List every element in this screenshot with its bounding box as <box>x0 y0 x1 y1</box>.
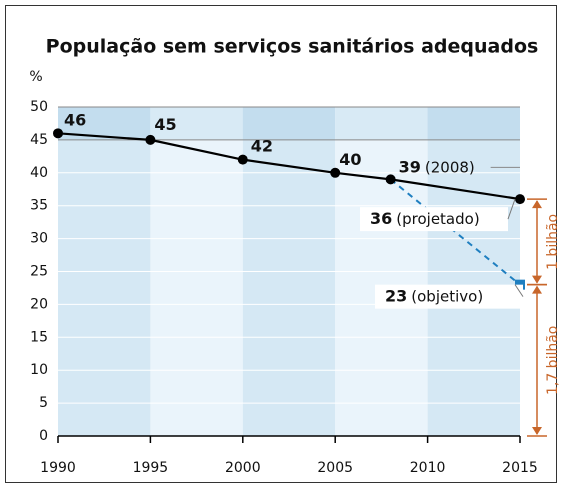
data-label-value: 45 <box>154 114 176 133</box>
y-tick-label: 30 <box>30 231 48 247</box>
data-label-value: 42 <box>251 136 273 155</box>
band-top <box>427 107 520 140</box>
data-label-value: 36 <box>370 209 392 228</box>
series-line <box>390 178 521 286</box>
data-label-value: 40 <box>339 149 361 168</box>
leader <box>514 284 524 297</box>
y-tick-label: 45 <box>30 132 48 148</box>
data-label: 39 (2008) <box>399 157 475 176</box>
series-line <box>57 132 521 201</box>
data-label-note: (2008) <box>425 158 475 176</box>
x-tick-label: 1990 <box>40 460 76 476</box>
data-label: 40 <box>339 149 361 168</box>
y-tick-label: 35 <box>30 198 48 214</box>
x-tick-label: 2000 <box>225 460 261 476</box>
label-box <box>360 207 508 232</box>
leader <box>507 198 516 220</box>
band-top <box>335 107 428 140</box>
x-tick-label: 1995 <box>133 460 169 476</box>
data-label: 42 <box>251 136 273 155</box>
data-label-note: (projetado) <box>396 210 479 228</box>
data-label-value: 46 <box>64 110 86 129</box>
data-label: 46 <box>64 110 86 129</box>
point <box>385 174 396 185</box>
y-axis-label: % <box>29 69 42 85</box>
band-top <box>242 107 336 140</box>
chart-title: População sem serviços sanitários adequa… <box>46 36 539 58</box>
x-tick-label: 2015 <box>502 460 538 476</box>
data-label: 23 (objetivo) <box>385 286 483 305</box>
bracket-label: 1 bilhão <box>545 214 561 270</box>
y-tick-label: 0 <box>39 428 48 444</box>
label-box <box>375 284 523 309</box>
point <box>53 128 63 139</box>
y-tick-label: 10 <box>30 362 48 378</box>
point <box>515 194 525 205</box>
point <box>330 167 341 178</box>
bracket-label: 1,7 bilhão <box>545 326 561 395</box>
y-tick-label: 20 <box>30 296 48 312</box>
point <box>237 154 248 165</box>
data-label-value: 39 <box>399 157 421 176</box>
data-label-value: 23 <box>385 286 407 305</box>
y-tick-label: 5 <box>39 395 48 411</box>
x-tick-label: 2010 <box>410 460 446 476</box>
point <box>145 134 156 145</box>
y-tick-label: 40 <box>30 165 48 181</box>
data-label: 45 <box>154 114 176 133</box>
band-top <box>150 107 243 140</box>
data-label-note: (objetivo) <box>411 287 483 305</box>
y-tick-label: 50 <box>30 99 48 115</box>
data-label: 36 (projetado) <box>370 209 480 228</box>
y-tick-label: 25 <box>30 264 48 280</box>
y-tick-label: 15 <box>30 329 48 345</box>
x-tick-label: 2005 <box>317 460 353 476</box>
